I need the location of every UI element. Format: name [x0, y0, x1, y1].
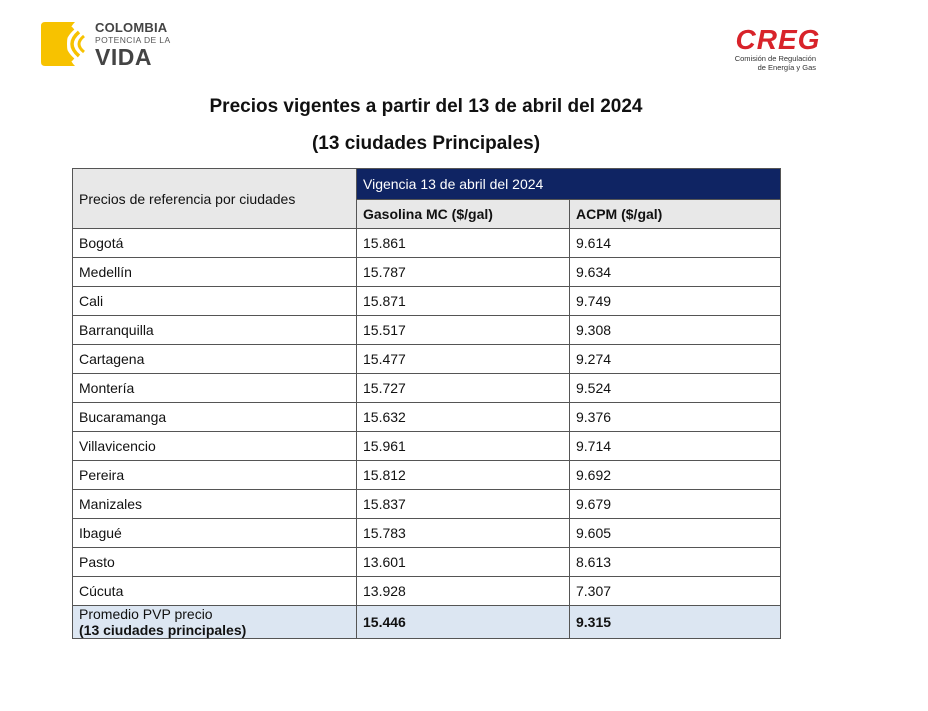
city-cell: Medellín [72, 257, 357, 287]
colombia-logo-mark-icon [41, 22, 85, 66]
colombia-potencia-de-la-vida-logo: COLOMBIA POTENCIA DE LA VIDA [37, 20, 177, 70]
acpm-cell: 9.749 [569, 286, 781, 316]
gasolina-cell: 13.601 [356, 547, 570, 577]
average-label-line2: (13 ciudades principales) [79, 622, 247, 638]
table-row: Ibagué 15.783 9.605 [72, 518, 781, 548]
gasolina-cell: 15.961 [356, 431, 570, 461]
gasolina-cell: 15.861 [356, 228, 570, 258]
average-gasolina-cell: 15.446 [356, 605, 570, 639]
city-cell: Pereira [72, 460, 357, 490]
city-cell: Cali [72, 286, 357, 316]
colombia-logo-text: COLOMBIA POTENCIA DE LA VIDA [95, 21, 171, 69]
gasolina-cell: 15.871 [356, 286, 570, 316]
acpm-cell: 8.613 [569, 547, 781, 577]
average-label-line1: Promedio PVP precio [79, 606, 213, 622]
average-label-cell: Promedio PVP precio (13 ciudades principa… [72, 605, 357, 639]
city-cell: Barranquilla [72, 315, 357, 345]
gasolina-cell: 15.727 [356, 373, 570, 403]
acpm-cell: 9.634 [569, 257, 781, 287]
table-row: Bucaramanga 15.632 9.376 [72, 402, 781, 432]
city-cell: Ibagué [72, 518, 357, 548]
city-cell: Manizales [72, 489, 357, 519]
table-header-row: Precios de referencia por ciudades Vigen… [72, 168, 781, 229]
creg-logo: CREG Comisión de Regulación de Energía y… [728, 26, 828, 78]
city-cell: Cúcuta [72, 576, 357, 606]
acpm-cell: 9.524 [569, 373, 781, 403]
creg-logo-word: CREG [735, 24, 821, 55]
city-cell: Bucaramanga [72, 402, 357, 432]
table-row: Pereira 15.812 9.692 [72, 460, 781, 490]
gasolina-cell: 15.837 [356, 489, 570, 519]
column-header-acpm: ACPM ($/gal) [569, 199, 781, 229]
acpm-cell: 9.376 [569, 402, 781, 432]
table-row: Pasto 13.601 8.613 [72, 547, 781, 577]
table-row: Medellín 15.787 9.634 [72, 257, 781, 287]
table-row: Cali 15.871 9.749 [72, 286, 781, 316]
table-row: Barranquilla 15.517 9.308 [72, 315, 781, 345]
gasolina-cell: 15.517 [356, 315, 570, 345]
table-subheader-row: Gasolina MC ($/gal) ACPM ($/gal) [73, 199, 781, 229]
gasolina-cell: 15.812 [356, 460, 570, 490]
acpm-cell: 9.308 [569, 315, 781, 345]
city-cell: Montería [72, 373, 357, 403]
colombia-logo-line1: COLOMBIA [95, 20, 168, 35]
group-header-cell: Vigencia 13 de abril del 2024 [356, 168, 781, 200]
gasolina-cell: 15.787 [356, 257, 570, 287]
table-row: Manizales 15.837 9.679 [72, 489, 781, 519]
table-row: Villavicencio 15.961 9.714 [72, 431, 781, 461]
average-row: Promedio PVP precio (13 ciudades principa… [72, 605, 781, 639]
acpm-cell: 9.614 [569, 228, 781, 258]
creg-logo-sub2: de Energía y Gas [757, 63, 816, 72]
acpm-cell: 9.679 [569, 489, 781, 519]
prices-table: Precios de referencia por ciudades Vigen… [72, 168, 781, 639]
colombia-logo-line3: VIDA [95, 43, 152, 70]
colombia-logo-line2: POTENCIA DE LA [95, 35, 171, 45]
acpm-cell: 9.605 [569, 518, 781, 548]
gasolina-cell: 15.783 [356, 518, 570, 548]
page-title: Precios vigentes a partir del 13 de abri… [209, 96, 643, 117]
acpm-cell: 9.274 [569, 344, 781, 374]
table-row: Montería 15.727 9.524 [72, 373, 781, 403]
average-acpm-cell: 9.315 [569, 605, 781, 639]
column-header-gasolina: Gasolina MC ($/gal) [356, 199, 570, 229]
creg-logo-sub1: Comisión de Regulación [734, 54, 816, 63]
acpm-cell: 7.307 [569, 576, 781, 606]
city-cell: Bogotá [72, 228, 357, 258]
page-subtitle: (13 ciudades Principales) [311, 133, 541, 154]
table-row: Bogotá 15.861 9.614 [72, 228, 781, 258]
row-header-cell: Precios de referencia por ciudades [72, 168, 357, 229]
city-cell: Villavicencio [72, 431, 357, 461]
gasolina-cell: 15.632 [356, 402, 570, 432]
acpm-cell: 9.692 [569, 460, 781, 490]
table-row: Cúcuta 13.928 7.307 [72, 576, 781, 606]
city-cell: Cartagena [72, 344, 357, 374]
city-cell: Pasto [72, 547, 357, 577]
gasolina-cell: 15.477 [356, 344, 570, 374]
table-row: Cartagena 15.477 9.274 [72, 344, 781, 374]
acpm-cell: 9.714 [569, 431, 781, 461]
gasolina-cell: 13.928 [356, 576, 570, 606]
